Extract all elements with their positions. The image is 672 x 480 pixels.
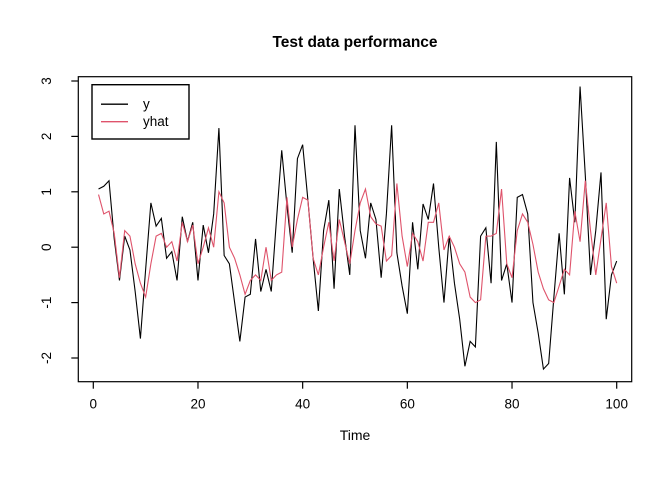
x-axis-tick-label: 80	[505, 397, 520, 412]
legend-label-y: y	[143, 97, 150, 112]
y-axis-tick-label: -1	[39, 297, 54, 309]
x-axis-tick-label: 40	[295, 397, 310, 412]
y-axis-tick-label: 0	[39, 243, 54, 251]
series-group	[98, 86, 618, 371]
y-axis: -2 -1 0 1 2 3	[39, 77, 79, 364]
x-axis-tick-label: 20	[190, 397, 205, 412]
x-axis-tick-label: 100	[605, 397, 628, 412]
chart-title: Test data performance	[272, 34, 437, 51]
y-axis-tick-label: -2	[39, 352, 54, 364]
y-axis-tick-label: 3	[39, 77, 54, 85]
series-yhat-line	[98, 180, 618, 304]
legend: y yhat	[91, 83, 190, 140]
y-axis-tick-label: 2	[39, 133, 54, 141]
y-axis-tick-label: 1	[39, 188, 54, 196]
x-axis: 0 20 40 60 80 100	[90, 381, 628, 412]
x-axis-label: Time	[340, 427, 371, 443]
plot-box	[77, 76, 633, 383]
legend-label-yhat: yhat	[143, 114, 169, 129]
legend-box	[91, 83, 190, 140]
x-axis-tick-label: 0	[90, 397, 98, 412]
x-axis-tick-label: 60	[400, 397, 415, 412]
series-y-line	[98, 86, 618, 371]
